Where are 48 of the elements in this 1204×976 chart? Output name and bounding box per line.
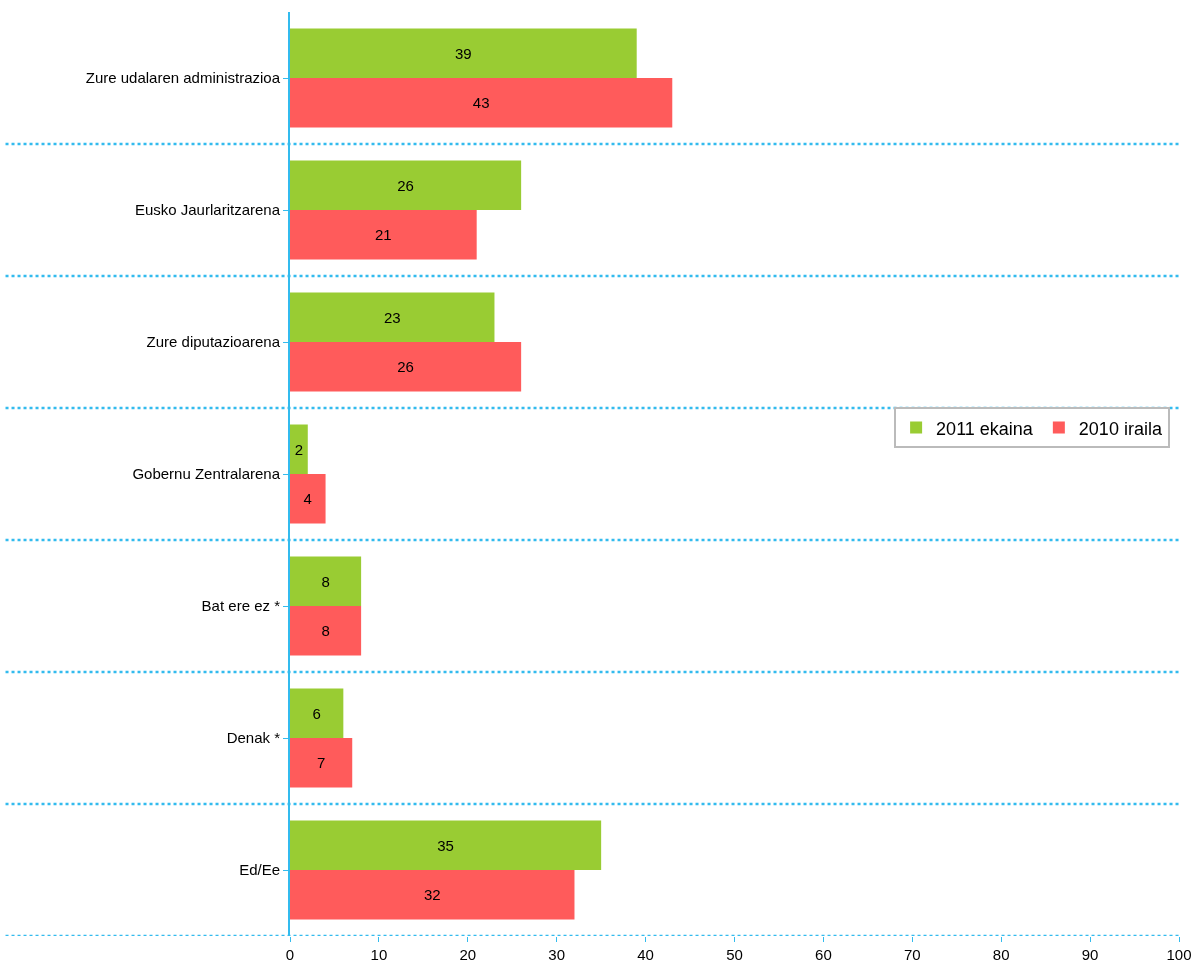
- y-tick-label: Denak *: [226, 729, 281, 747]
- x-tick-label: 50: [726, 946, 743, 963]
- bar: [290, 28, 637, 78]
- bar: [290, 78, 673, 128]
- bar: [290, 210, 477, 260]
- x-tick-label: 70: [903, 946, 921, 963]
- bar: [290, 870, 575, 920]
- y-tick-label: Zure udalaren administrazioa: [85, 69, 281, 87]
- x-tick-label: 40: [637, 946, 654, 963]
- data-label: 43: [472, 94, 490, 112]
- data-label: 35: [437, 836, 454, 854]
- x-tick-label: 0: [285, 946, 295, 963]
- data-label: 26: [397, 176, 414, 194]
- x-tick-label: 80: [992, 946, 1010, 963]
- bar: [290, 292, 495, 342]
- x-tick-label: 30: [548, 946, 566, 963]
- bar: [290, 688, 344, 738]
- data-label: 23: [383, 308, 401, 326]
- bar: [290, 606, 362, 656]
- bar: [290, 424, 308, 474]
- bar: [290, 342, 522, 392]
- bar: [290, 738, 353, 788]
- data-label: 8: [321, 572, 330, 590]
- data-label: 6: [312, 704, 321, 722]
- data-label: 2: [294, 440, 304, 458]
- x-tick-label: 100: [1166, 946, 1192, 963]
- y-tick-label: Bat ere ez *: [201, 597, 281, 615]
- data-label: 7: [316, 754, 326, 772]
- data-label: 21: [375, 226, 392, 244]
- legend-label: 2011 ekaina: [936, 418, 1034, 439]
- x-tick-label: 60: [815, 946, 832, 963]
- x-tick-label: 10: [370, 946, 388, 963]
- y-tick-label: Ed/Ee: [239, 861, 280, 879]
- bar: [290, 556, 362, 606]
- data-label: 39: [455, 44, 472, 62]
- bar: [290, 820, 602, 870]
- data-label: 32: [423, 886, 441, 904]
- y-tick-label: Zure diputazioarena: [146, 333, 281, 351]
- legend-label: 2010 iraila: [1078, 418, 1163, 439]
- data-label: 8: [321, 622, 330, 640]
- x-tick-label: 20: [459, 946, 477, 963]
- data-label: 4: [303, 490, 312, 508]
- bar: [290, 160, 522, 210]
- data-label: 26: [397, 358, 414, 376]
- y-tick-label: Gobernu Zentralarena: [132, 465, 281, 483]
- bar: [290, 474, 326, 524]
- x-tick-label: 90: [1081, 946, 1099, 963]
- y-tick-label: Eusko Jaurlaritzarena: [134, 201, 281, 219]
